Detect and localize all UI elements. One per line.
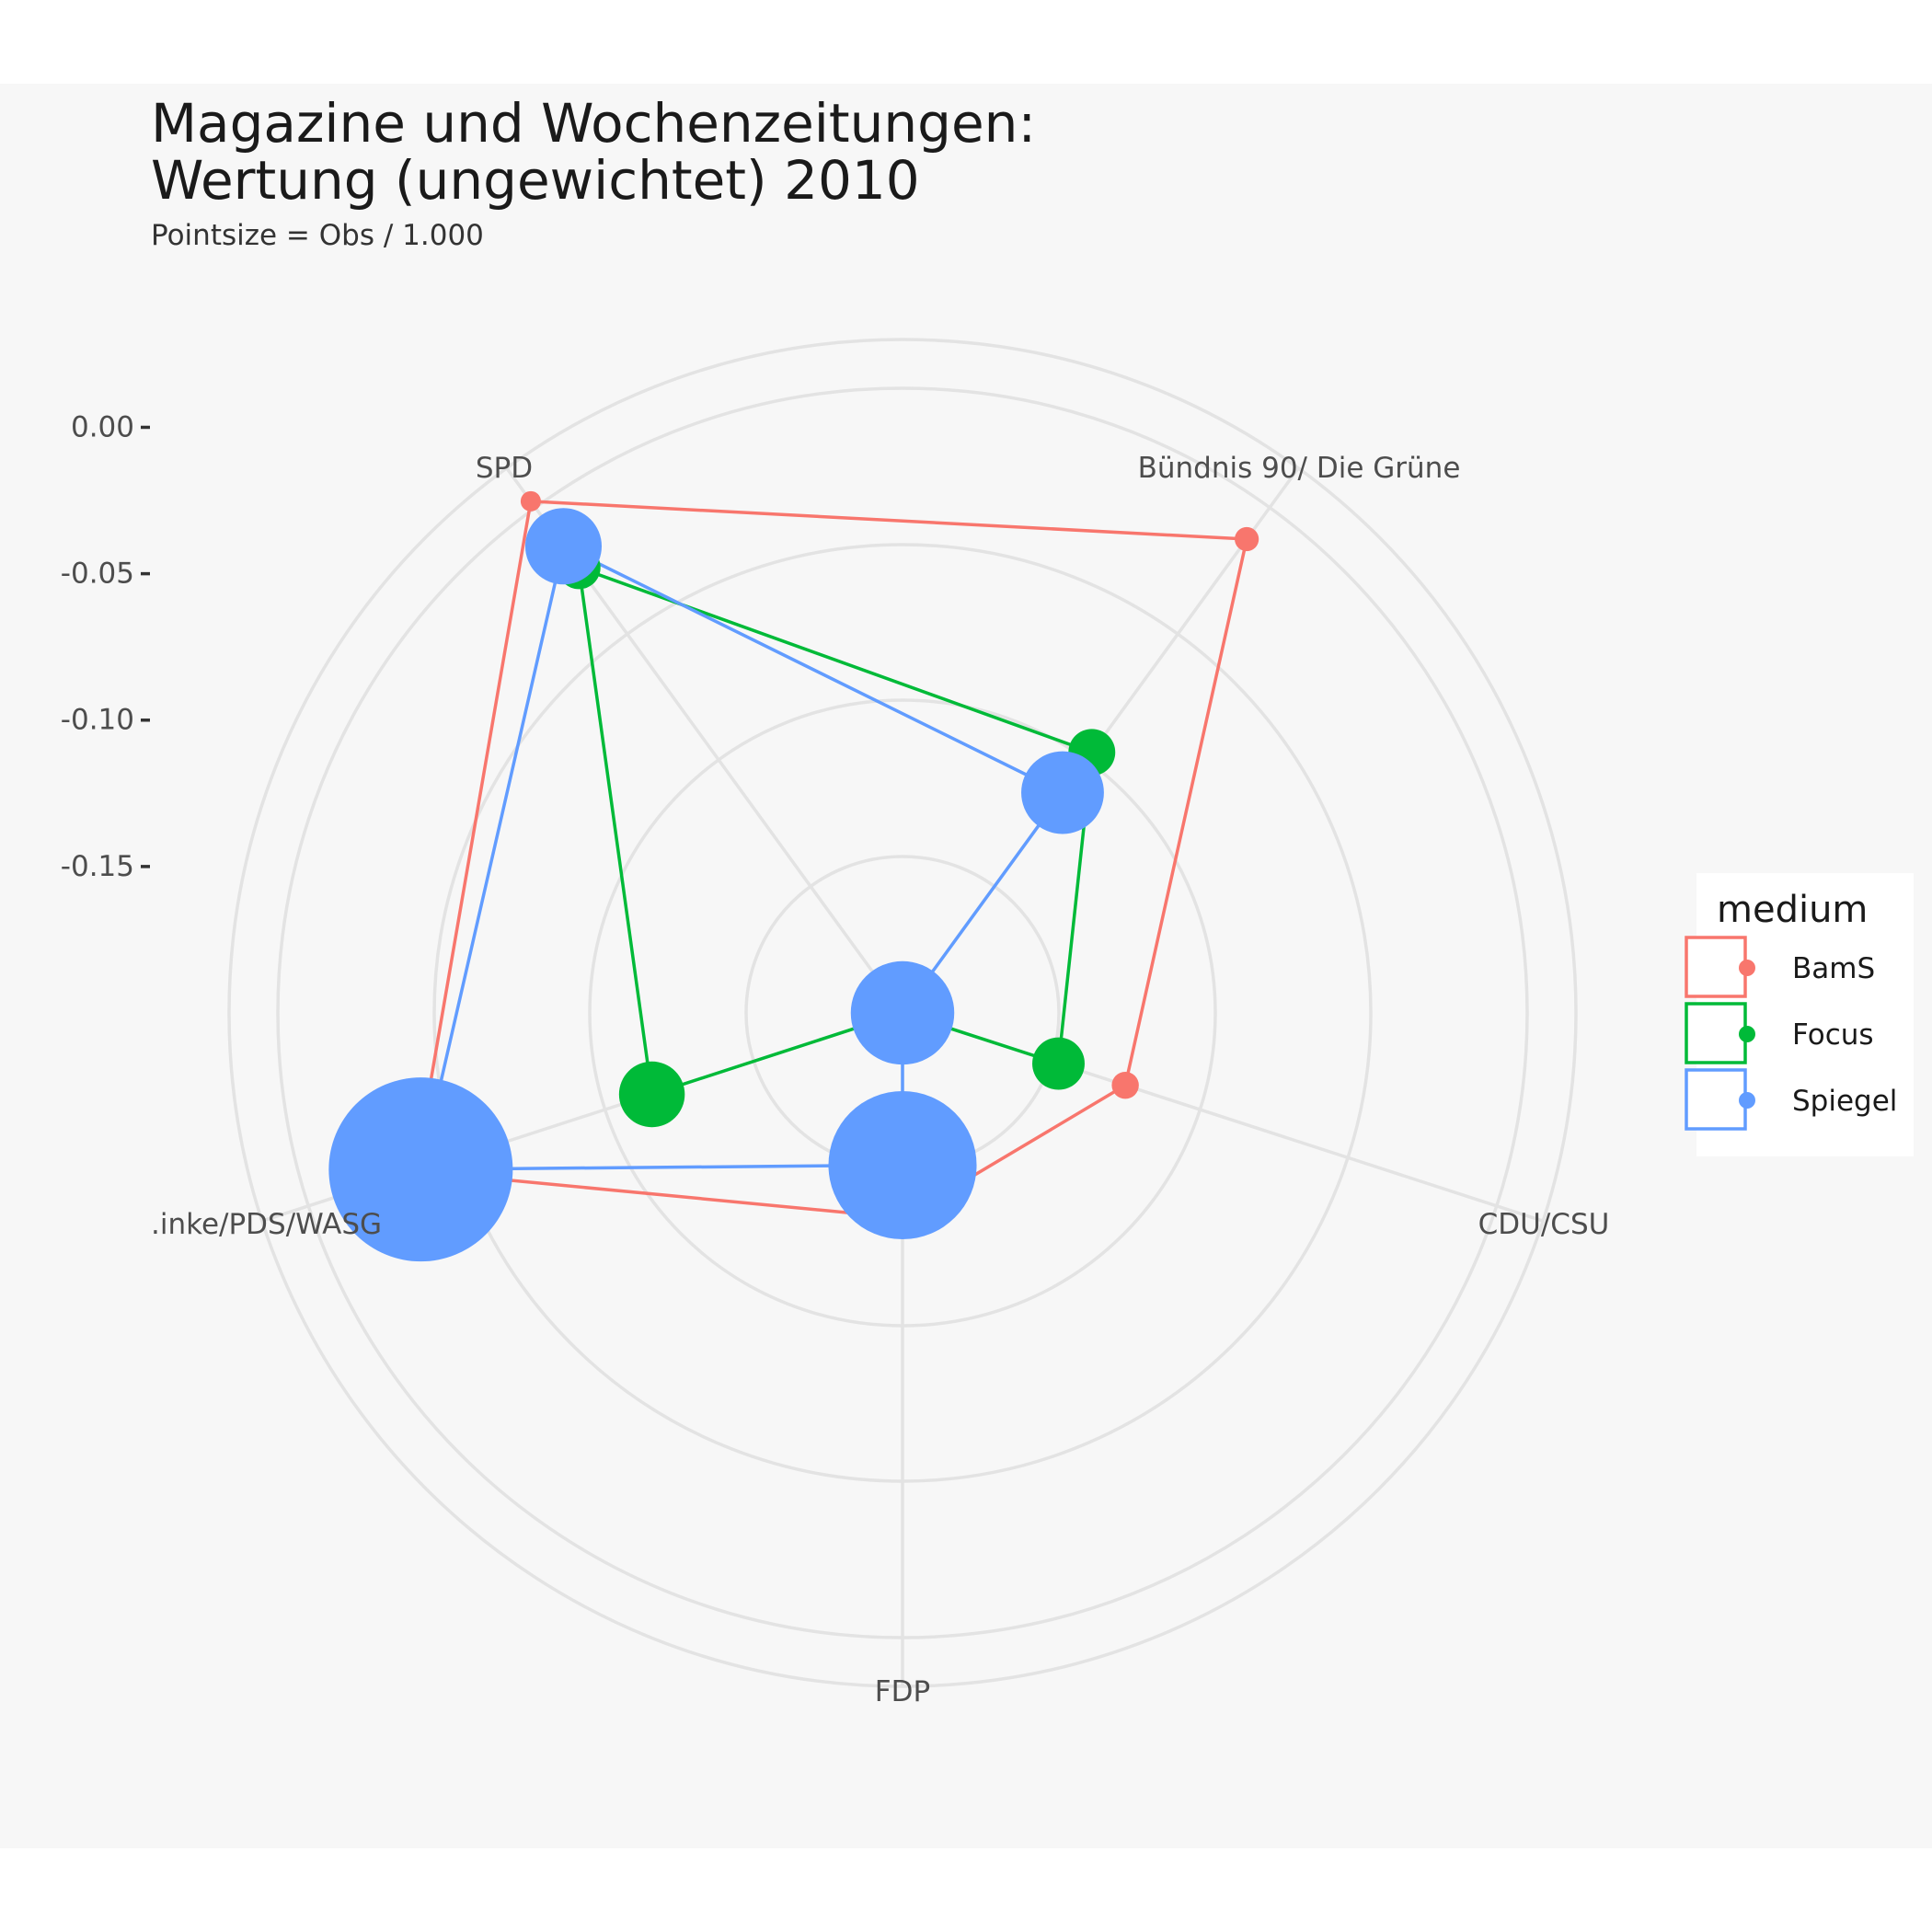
legend-key-box xyxy=(1685,1068,1747,1131)
legend: medium BamS Focus Spiegel xyxy=(1685,873,1914,1156)
data-point-spiegel xyxy=(1021,751,1104,834)
data-point-bams xyxy=(1111,1071,1139,1099)
text-layer: Magazine und Wochenzeitungen: Wertung (u… xyxy=(61,92,1610,1708)
y-tick-label: -0.15 xyxy=(61,850,134,883)
data-point-spiegel xyxy=(328,1077,513,1262)
series-line-bams xyxy=(413,500,1249,1220)
category-label: CDU/CSU xyxy=(1478,1208,1610,1241)
chart-title-line-2: Wertung (ungewichtet) 2010 xyxy=(151,149,920,212)
data-point-bams xyxy=(520,490,541,512)
legend-key-box xyxy=(1685,936,1747,998)
grid xyxy=(227,338,1578,1688)
series-layer xyxy=(328,490,1259,1262)
legend-key-dot xyxy=(1739,960,1755,976)
legend-title: medium xyxy=(1717,889,1868,931)
chart-title-line-1: Magazine und Wochenzeitungen: xyxy=(151,92,1036,155)
y-tick-label: -0.05 xyxy=(61,558,134,591)
legend-label: Spiegel xyxy=(1792,1085,1897,1118)
data-point-focus xyxy=(1032,1037,1085,1090)
data-point-spiegel xyxy=(850,960,955,1065)
y-tick-label: 0.00 xyxy=(71,410,134,443)
data-point-spiegel xyxy=(828,1090,977,1240)
category-label: .inke/PDS/WASG xyxy=(151,1208,382,1241)
chart-subtitle: Pointsize = Obs / 1.000 xyxy=(151,219,484,252)
y-tick-label: -0.10 xyxy=(61,704,134,737)
data-point-bams xyxy=(1235,526,1259,552)
legend-key-dot xyxy=(1739,1092,1755,1109)
series-line-focus xyxy=(577,565,1094,1097)
data-point-focus xyxy=(618,1061,685,1128)
legend-label: Focus xyxy=(1792,1018,1874,1052)
plot-background xyxy=(0,84,1932,1848)
legend-key-box xyxy=(1685,1002,1747,1064)
series-line-spiegel xyxy=(419,544,1065,1171)
legend-label: BamS xyxy=(1792,952,1875,985)
legend-key-dot xyxy=(1739,1026,1755,1042)
category-label: FDP xyxy=(875,1675,930,1708)
data-point-spiegel xyxy=(524,508,603,585)
category-label: SPD xyxy=(476,452,533,485)
category-label: Bündnis 90/ Die Grüne xyxy=(1138,452,1461,485)
